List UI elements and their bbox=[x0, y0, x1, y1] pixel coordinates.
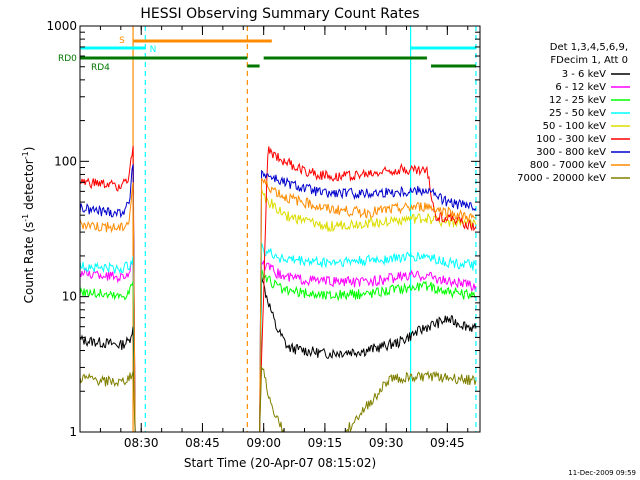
y-label-sup-2: -1 bbox=[21, 151, 30, 159]
x-tick-label-3: 09:00 bbox=[246, 436, 281, 450]
legend-label-1: 3 - 6 keV bbox=[562, 69, 606, 80]
x-tick-label-4: 09:15 bbox=[308, 436, 343, 450]
timestamp-footer: 11-Dec-2009 09:59 bbox=[568, 469, 636, 477]
legend-label-2: 6 - 12 keV bbox=[555, 82, 606, 93]
axis-ticks: 1 10 100 1000 08:30 08:45 09:00 09:15 09:30 09:45 bbox=[46, 19, 480, 450]
chart-title: HESSI Observing Summary Count Rates bbox=[140, 6, 419, 22]
y-axis-label: Count Rate (s-1 detector-1) bbox=[21, 147, 36, 304]
legend-label-9: 7000 - 20000 keV bbox=[517, 173, 606, 184]
x-axis-label: Start Time (20-Apr-07 08:15:02) bbox=[184, 456, 376, 470]
series-line-3 bbox=[80, 268, 477, 432]
plot-frame bbox=[79, 25, 481, 433]
legend-label-8: 800 - 7000 keV bbox=[530, 160, 606, 171]
y-label-sup-1: -1 bbox=[21, 214, 30, 222]
y-tick-label-3: 100 bbox=[54, 154, 77, 168]
legend-label-5: 50 - 100 keV bbox=[543, 121, 607, 132]
series-line-9 bbox=[80, 365, 477, 432]
legend-header-line-2: FDecim 1, Att 0 bbox=[550, 55, 628, 66]
legend-header-line-1: Det 1,3,4,5,6,9, bbox=[550, 42, 628, 53]
series-line-4 bbox=[80, 242, 477, 432]
flag-label-rd0: RD0 bbox=[58, 54, 77, 64]
y-label-part-2: detector bbox=[22, 159, 36, 214]
series-line-5 bbox=[261, 189, 477, 233]
legend: Det 1,3,4,5,6,9, FDecim 1, Att 0 3 - 6 k… bbox=[517, 42, 630, 184]
legend-label-6: 100 - 300 keV bbox=[536, 134, 606, 145]
y-tick-label-4: 1000 bbox=[46, 19, 77, 33]
series-line-7 bbox=[80, 164, 477, 432]
flag-label-s: S bbox=[119, 36, 125, 46]
y-label-part-1: Count Rate (s bbox=[22, 222, 36, 304]
series-line-6 bbox=[80, 145, 477, 432]
series-line-2 bbox=[80, 260, 477, 432]
y-tick-label-2: 10 bbox=[62, 290, 77, 304]
y-label-part-3: ) bbox=[22, 147, 36, 152]
x-tick-label-6: 09:45 bbox=[430, 436, 465, 450]
series-line-8 bbox=[80, 177, 477, 432]
flag-bars bbox=[80, 39, 476, 68]
flag-label-rd4: RD4 bbox=[91, 63, 110, 73]
legend-label-7: 300 - 800 keV bbox=[536, 147, 606, 158]
vertical-markers bbox=[132, 26, 477, 432]
x-tick-label-1: 08:30 bbox=[124, 436, 159, 450]
x-tick-label-5: 09:30 bbox=[369, 436, 404, 450]
y-tick-label-1: 1 bbox=[69, 425, 77, 439]
series-line-1 bbox=[80, 276, 477, 432]
flag-label-n: N bbox=[150, 45, 157, 55]
legend-label-3: 12 - 25 keV bbox=[549, 95, 606, 106]
legend-label-4: 25 - 50 keV bbox=[549, 108, 606, 119]
x-tick-label-2: 08:45 bbox=[185, 436, 220, 450]
series-lines bbox=[80, 145, 477, 432]
